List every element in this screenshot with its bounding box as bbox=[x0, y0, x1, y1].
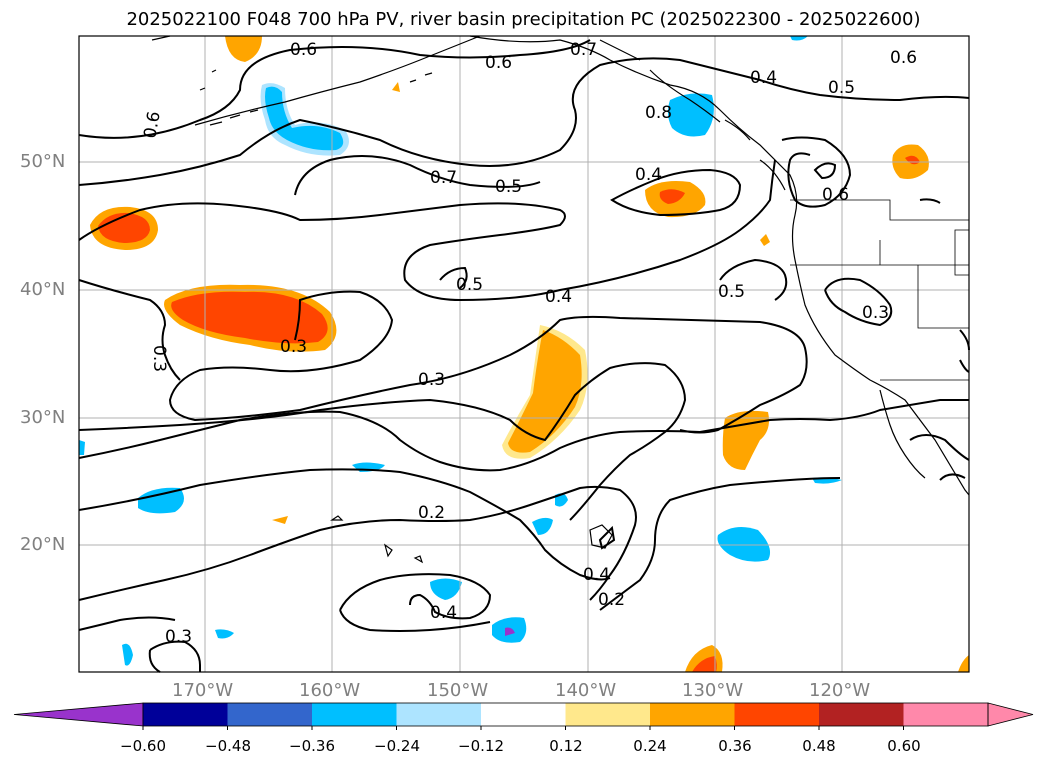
colorbar bbox=[13, 702, 1034, 730]
pv-contours bbox=[78, 39, 970, 673]
contour-label: 0.6 bbox=[290, 40, 317, 60]
contour-label: 0.3 bbox=[149, 345, 169, 372]
map-frame bbox=[78, 35, 970, 673]
map-title: 2025022100 F048 700 hPa PV, river basin … bbox=[126, 9, 921, 30]
colorbar-segment bbox=[903, 703, 989, 726]
contour-label: 0.7 bbox=[570, 40, 597, 60]
map-plot-area bbox=[79, 36, 969, 672]
contour-label: 0.6 bbox=[890, 48, 917, 68]
lat-label-50n: 50°N bbox=[20, 151, 66, 172]
colorbar-segment bbox=[312, 703, 397, 726]
lon-label-150w: 150°W bbox=[427, 680, 489, 701]
colorbar-tick: −0.48 bbox=[205, 737, 251, 755]
lat-label-30n: 30°N bbox=[20, 407, 66, 428]
contour-label: 0.4 bbox=[430, 603, 457, 623]
colorbar-segment bbox=[481, 703, 566, 726]
colorbar-segment bbox=[734, 703, 820, 726]
colorbar-tick: −0.60 bbox=[120, 737, 166, 755]
contour-label: 0.4 bbox=[750, 68, 777, 88]
lat-label-20n: 20°N bbox=[20, 534, 66, 555]
contour-label: 0.3 bbox=[165, 627, 192, 647]
contour-label: 0.8 bbox=[645, 103, 672, 123]
colorbar-tick: −0.36 bbox=[289, 737, 335, 755]
contour-label: 0.3 bbox=[280, 337, 307, 357]
contour-label: 0.4 bbox=[545, 287, 572, 307]
colorbar-segment bbox=[819, 703, 904, 726]
contour-label: 0.3 bbox=[862, 303, 889, 323]
precip-shading bbox=[79, 36, 969, 672]
colorbar-tick: −0.12 bbox=[458, 737, 504, 755]
contour-label: 0.6 bbox=[485, 53, 512, 73]
lon-label-170w: 170°W bbox=[172, 680, 234, 701]
contour-label: 0.5 bbox=[495, 177, 522, 197]
lon-label-140w: 140°W bbox=[555, 680, 617, 701]
colorbar-segment bbox=[650, 703, 735, 726]
colorbar-tick: 0.48 bbox=[802, 737, 836, 755]
borders bbox=[790, 199, 970, 381]
colorbar-under-arrow bbox=[13, 702, 144, 727]
colorbar-tick: 0.36 bbox=[718, 737, 752, 755]
map-gridlines bbox=[79, 36, 969, 672]
colorbar-segment bbox=[143, 703, 228, 726]
contour-label: 0.4 bbox=[583, 565, 610, 585]
contour-label: 0.2 bbox=[598, 590, 625, 610]
contour-label: 0.5 bbox=[828, 78, 855, 98]
colorbar-over-arrow bbox=[987, 702, 1034, 727]
contour-label: 0.6 bbox=[140, 110, 164, 140]
contour-label: 0.6 bbox=[822, 185, 849, 205]
contour-label: 0.4 bbox=[635, 165, 662, 185]
lon-label-130w: 130°W bbox=[682, 680, 744, 701]
lon-label-120w: 120°W bbox=[809, 680, 871, 701]
lat-label-40n: 40°N bbox=[20, 279, 66, 300]
contour-label: 0.7 bbox=[430, 168, 457, 188]
contour-labels: 0.6 0.7 0.6 0.4 0.5 0.6 0.8 0.7 0.5 0.4 … bbox=[140, 40, 917, 647]
colorbar-segment bbox=[396, 703, 482, 726]
colorbar-segment bbox=[565, 703, 651, 726]
lon-label-160w: 160°W bbox=[299, 680, 361, 701]
contour-label: 0.5 bbox=[456, 275, 483, 295]
contour-label: 0.5 bbox=[718, 282, 745, 302]
colorbar-tick: −0.24 bbox=[374, 737, 420, 755]
contour-label: 0.3 bbox=[418, 370, 445, 390]
colorbar-segment bbox=[227, 703, 313, 726]
colorbar-tick: 0.12 bbox=[549, 737, 583, 755]
contour-label: 0.2 bbox=[418, 503, 445, 523]
colorbar-tick: 0.24 bbox=[633, 737, 667, 755]
colorbar-tick: 0.60 bbox=[887, 737, 921, 755]
